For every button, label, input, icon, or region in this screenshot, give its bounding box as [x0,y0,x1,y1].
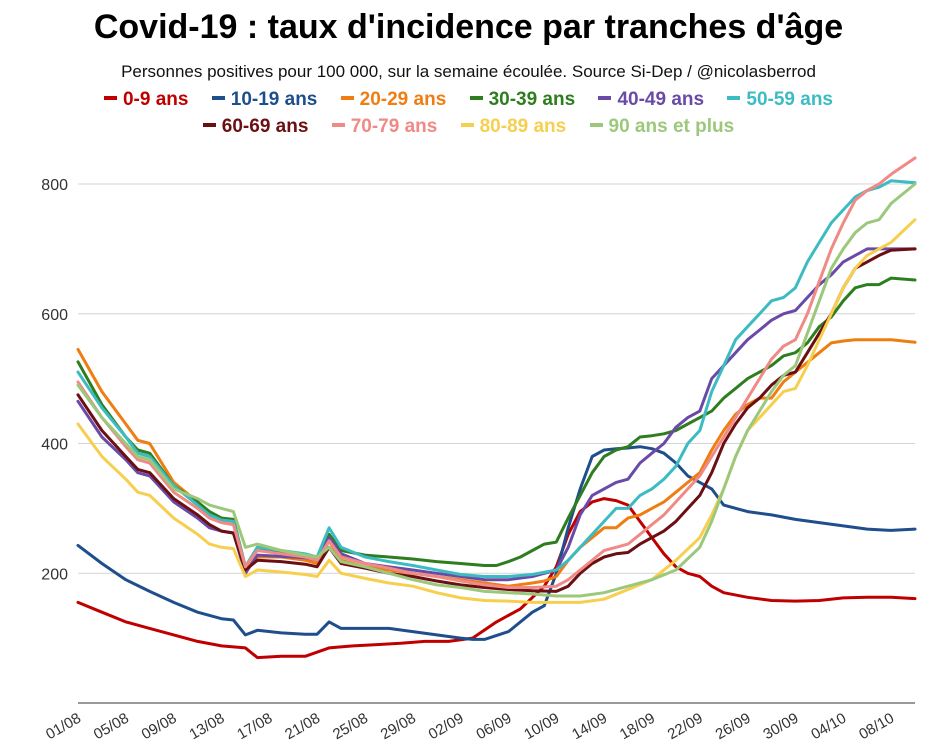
x-tick-label-01-08: 01/08 [43,710,84,743]
y-tick-label-800: 800 [41,177,68,194]
legend-entry-20-29[interactable]: 20-29 ans [340,89,447,111]
chart-title: Covid-19 : taux d'incidence par tranches… [93,8,844,46]
legend-entry-70-79[interactable]: 70-79 ans [331,116,438,138]
series-line-60-69-ans [76,247,917,593]
y-tick-label-200: 200 [41,566,68,583]
x-tick-label-09-08: 09/08 [139,710,180,743]
series-line-90-ans-et-plus [76,182,917,598]
series-line-50-59-ans [76,179,917,578]
legend-label-90-plus: 90 ans et plus [608,116,735,137]
legend-swatch-80-89 [460,122,474,127]
legend-label-20-29: 20-29 ans [359,89,447,110]
legend-swatch-50-59 [727,95,741,100]
x-tick-label-14-09: 14/09 [569,710,610,743]
x-tick-label-06-09: 06/09 [473,710,514,743]
x-tick-label-30-09: 30/09 [760,710,801,743]
series-line-20-29-ans [76,338,917,588]
x-tick-label-25-08: 25/08 [330,710,371,743]
legend-swatch-60-69 [202,122,216,127]
x-tick-label-02-09: 02/09 [426,710,467,743]
legend-entry-90-plus[interactable]: 90 ans et plus [589,116,735,138]
chart-legend-row-1: 0-9 ans 10-19 ans 20-29 ans 30-39 ans 40… [0,89,937,111]
legend-label-10-19: 10-19 ans [230,89,318,110]
x-tick-label-29-08: 29/08 [378,710,419,743]
legend-entry-40-49[interactable]: 40-49 ans [598,89,704,111]
x-tick-label-22-09: 22/09 [665,710,706,743]
legend-label-30-39: 30-39 ans [488,89,576,110]
series-line-10-19-ans [76,445,917,641]
legend-swatch-20-29 [340,95,354,100]
series-line-80-89-ans [76,218,917,604]
legend-swatch-10-19 [211,95,225,100]
legend-label-40-49: 40-49 ans [617,89,705,110]
chart-subtitle: Personnes positives pour 100 000, sur la… [121,62,816,81]
x-tick-label-17-08: 17/08 [234,710,275,743]
y-tick-label-600: 600 [41,307,68,324]
legend-entry-30-39[interactable]: 30-39 ans [469,89,576,111]
legend-entry-10-19[interactable]: 10-19 ans [211,89,318,111]
legend-label-0-9: 0-9 ans [122,89,189,110]
y-tick-label-400: 400 [41,437,68,454]
x-tick-label-21-08: 21/08 [282,710,323,743]
legend-entry-0-9[interactable]: 0-9 ans [103,89,189,111]
legend-label-70-79: 70-79 ans [350,116,438,137]
legend-swatch-0-9 [103,95,117,100]
x-tick-label-04-10: 04/10 [808,710,849,743]
x-tick-label-10-09: 10/09 [521,710,562,743]
legend-label-80-89: 80-89 ans [479,116,567,137]
legend-swatch-70-79 [331,122,345,127]
legend-entry-80-89[interactable]: 80-89 ans [460,116,567,138]
legend-entry-60-69[interactable]: 60-69 ans [202,116,309,138]
series-line-70-79-ans [76,156,917,589]
x-tick-label-18-09: 18/09 [617,710,658,743]
x-tick-label-26-09: 26/09 [713,710,754,743]
series-line-40-49-ans [76,247,917,582]
legend-label-50-59: 50-59 ans [746,89,833,110]
legend-swatch-40-49 [598,95,612,100]
legend-entry-50-59[interactable]: 50-59 ans [727,89,833,111]
legend-swatch-30-39 [469,95,483,100]
chart-legend-row-2: 60-69 ans 70-79 ans 80-89 ans 90 ans et … [0,116,937,138]
x-tick-label-08-10: 08/10 [856,710,897,743]
legend-label-60-69: 60-69 ans [221,116,309,137]
x-tick-label-13-08: 13/08 [186,710,227,743]
legend-swatch-90-plus [589,122,603,127]
x-tick-label-05-08: 05/08 [91,710,132,743]
